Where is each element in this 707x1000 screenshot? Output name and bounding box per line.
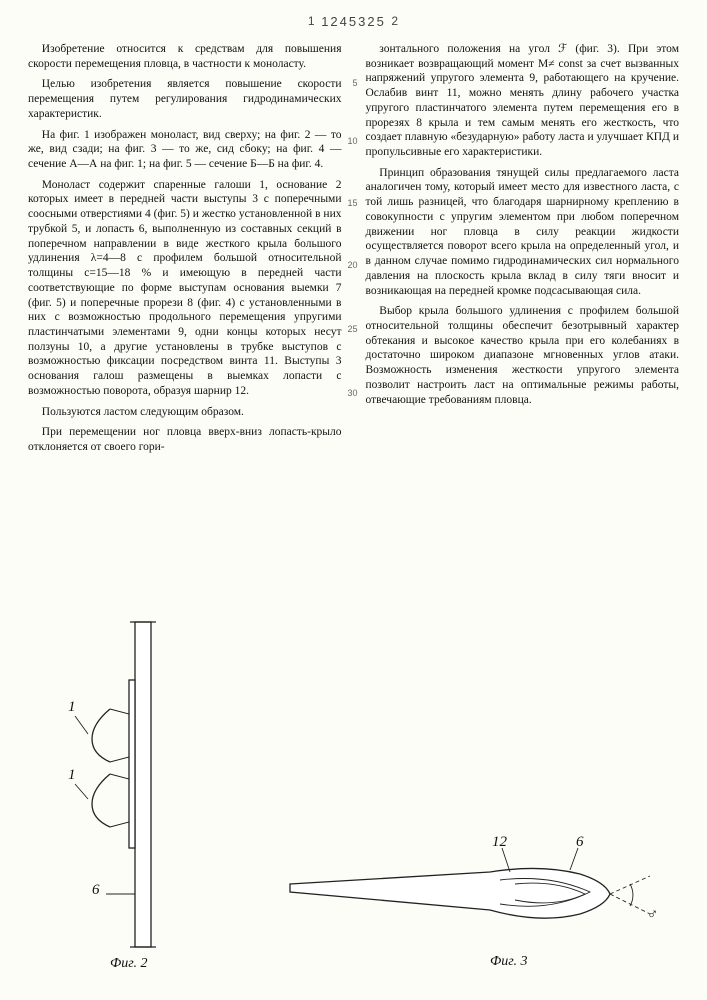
- line-number: 5: [344, 78, 358, 90]
- figure-3-callout-12: 12: [492, 834, 507, 851]
- figure-3-caption: Фиг. 3: [490, 954, 528, 970]
- figure-2-callout-1b: 1: [68, 767, 76, 784]
- line-number: 15: [344, 198, 358, 210]
- figure-2-callout-1a: 1: [68, 699, 76, 716]
- page-header: 1 1245325 2: [28, 14, 679, 36]
- page: 1 1245325 2 Изобретение относится к сред…: [0, 0, 707, 1000]
- page-number-right: 2: [391, 14, 399, 28]
- figure-2-caption: Фиг. 2: [110, 956, 148, 972]
- paragraph: Моноласт содержит спаренные галоши 1, ос…: [28, 178, 342, 399]
- line-number: 25: [344, 324, 358, 336]
- figure-3-callout-6: 6: [576, 834, 584, 851]
- body-text: Изобретение относится к средствам для по…: [28, 42, 679, 461]
- line-number: 20: [344, 260, 358, 272]
- figure-3-angle-label: ♂: [647, 907, 658, 924]
- paragraph: Изобретение относится к средствам для по…: [28, 42, 342, 71]
- figure-2-svg: [40, 604, 240, 974]
- patent-number: 1245325: [321, 14, 386, 29]
- paragraph: На фиг. 1 изображен моноласт, вид сверху…: [28, 128, 342, 172]
- figure-2-callout-6: 6: [92, 882, 100, 899]
- page-number-left: 1: [308, 14, 316, 28]
- figure-3-svg: [270, 814, 660, 964]
- paragraph: Выбор крыла большого удлинения с профиле…: [366, 304, 680, 407]
- paragraph: Принцип образования тянущей силы предлаг…: [366, 166, 680, 298]
- column-right: зонтального положения на угол ℱ (фиг. 3)…: [366, 42, 680, 461]
- line-number: 30: [344, 388, 358, 400]
- column-left: Изобретение относится к средствам для по…: [28, 42, 342, 461]
- line-number: 10: [344, 136, 358, 148]
- paragraph: Целью изобретения является повышение ско…: [28, 77, 342, 121]
- paragraph: При перемещении ног пловца вверх-вниз ло…: [28, 425, 342, 454]
- paragraph: Пользуются ластом следующим образом.: [28, 405, 342, 420]
- paragraph: зонтального положения на угол ℱ (фиг. 3)…: [366, 42, 680, 160]
- figures-area: 1 1 6 Фиг. 2 12 6 ♂ Фиг. 3: [0, 604, 707, 994]
